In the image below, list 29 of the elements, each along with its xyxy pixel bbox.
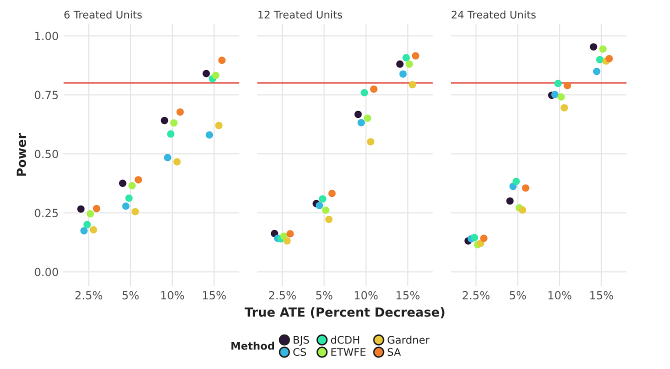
chart-title: 6 Treated Units: [64, 10, 142, 19]
y-tick-label: 0.00: [34, 268, 58, 276]
y-tick-label: 0.75: [34, 90, 58, 100]
x-tick-label: 2.5%: [269, 291, 296, 300]
chart-title: 12 Treated Units: [258, 10, 342, 19]
legend-title: Method: [231, 342, 274, 350]
y-axis-title: Power: [16, 133, 26, 176]
x-tick-label: 10%: [354, 291, 378, 300]
legend-label: BJS: [294, 336, 309, 346]
x-tick-label: 2.5%: [462, 291, 490, 300]
chart-title: 24 Treated Units: [452, 10, 536, 19]
legend-label: ETWFE: [331, 348, 366, 356]
x-tick-label: 15%: [590, 291, 614, 300]
x-tick-label: 15%: [396, 291, 420, 300]
x-tick-label: 2.5%: [75, 291, 102, 300]
legend-label: CS: [293, 348, 306, 356]
x-tick-label: 5%: [122, 291, 139, 300]
x-tick-label: 10%: [161, 291, 184, 300]
y-tick-label: 0.25: [34, 208, 58, 218]
x-tick-label: 10%: [548, 291, 572, 300]
x-tick-label: 5%: [510, 291, 526, 300]
legend-label: SA: [388, 348, 401, 356]
y-tick-label: 1.00: [35, 32, 58, 40]
x-tick-label: 5%: [316, 291, 332, 300]
x-tick-label: 15%: [202, 291, 226, 300]
y-tick-label: 0.50: [34, 150, 58, 158]
x-axis-title: True ATE (Percent Decrease): [244, 307, 444, 318]
legend-label: Gardner: [388, 336, 430, 344]
legend-label: dCDH: [330, 336, 360, 344]
